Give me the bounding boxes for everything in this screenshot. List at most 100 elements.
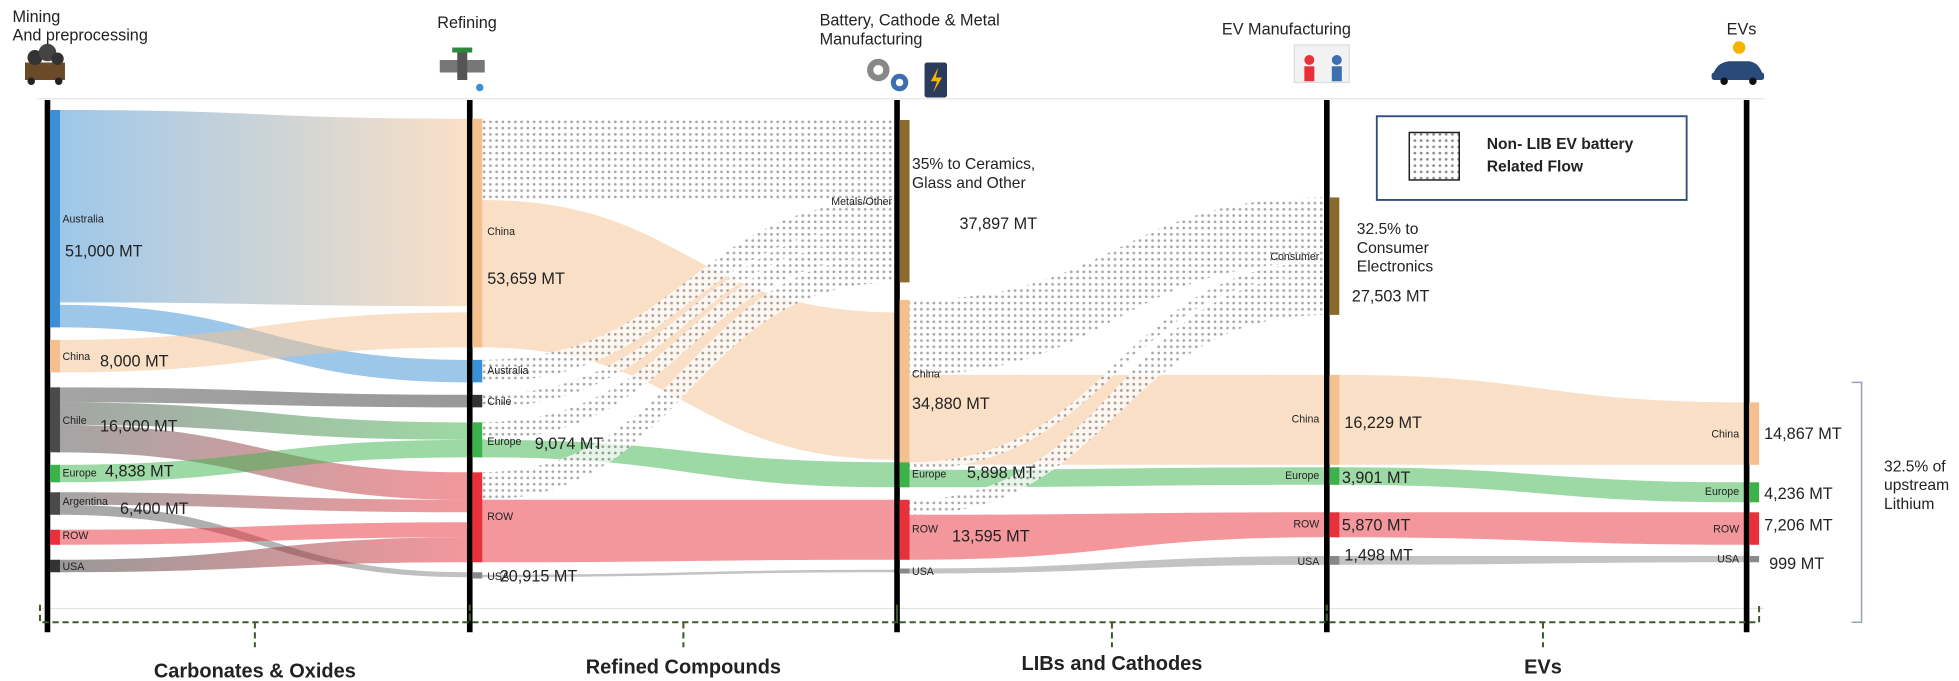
node (49, 492, 60, 515)
node (1329, 512, 1340, 538)
stage-header: Refining (437, 14, 497, 32)
node (899, 499, 910, 560)
node-label: USA (1717, 554, 1740, 566)
node-value: 3,901 MT (1342, 469, 1411, 487)
node-label: Europe (912, 469, 946, 481)
node (1749, 482, 1760, 503)
node-value: 16,229 MT (1344, 414, 1422, 432)
node-label: Europe (1285, 470, 1319, 482)
non-lib-flow (479, 118, 898, 200)
stage-header: Mining (12, 8, 60, 26)
node (49, 529, 60, 545)
stage-header: EV Manufacturing (1222, 20, 1351, 38)
battery-icon (867, 58, 948, 98)
section-label: Carbonates & Oxides (154, 660, 356, 681)
section-label: LIBs and Cathodes (1022, 653, 1203, 675)
legend-text: Non- LIB EV battery (1487, 136, 1634, 153)
node-label: ROW (1293, 519, 1319, 531)
flow (479, 499, 898, 563)
node-value: 5,898 MT (967, 464, 1036, 482)
node (1749, 556, 1760, 563)
node (1329, 467, 1340, 485)
flow (907, 556, 1327, 574)
flows (57, 109, 1747, 578)
section-bracket (468, 604, 899, 648)
right-bracket (1851, 381, 1863, 623)
flow (57, 312, 470, 373)
node-label: China (1711, 429, 1739, 441)
node-value: 1,498 MT (1344, 546, 1413, 564)
stage-header: Manufacturing (820, 30, 923, 48)
node (1329, 374, 1340, 465)
node (49, 109, 60, 328)
node-value: 4,236 MT (1764, 485, 1833, 503)
node-label: China (1292, 414, 1320, 426)
refining-icon (439, 47, 485, 92)
flow (57, 522, 470, 545)
node-label: Europe (62, 467, 96, 479)
node-label: USA (1297, 556, 1320, 568)
flow (479, 569, 898, 578)
node (472, 118, 483, 348)
node (472, 359, 483, 383)
node (1749, 512, 1760, 545)
bracket-note: Lithium (1884, 496, 1934, 513)
node-label: Australia (487, 365, 528, 377)
annotation: 35% to Ceramics, (912, 156, 1035, 173)
node-value: 7,206 MT (1764, 516, 1833, 534)
node-value: 20,915 MT (500, 568, 578, 586)
non-lib-flow (907, 274, 1327, 515)
section-bracket (896, 604, 1328, 648)
flow (57, 402, 470, 440)
node-label: ROW (62, 530, 88, 542)
flow (1336, 512, 1747, 545)
mining-icon (24, 43, 65, 86)
flow (907, 512, 1327, 560)
node (899, 462, 910, 488)
flow (57, 492, 470, 513)
node-label: Metals/Other (831, 196, 892, 208)
flow (57, 439, 470, 483)
annotation: 32.5% to (1357, 221, 1419, 238)
node-value: 13,595 MT (952, 528, 1030, 546)
node-label: China (62, 351, 90, 363)
node-label: Europe (1705, 486, 1739, 498)
flow (57, 109, 470, 307)
node (899, 299, 910, 465)
annotation: Glass and Other (912, 175, 1026, 192)
node-label: Chile (487, 396, 511, 408)
node-value: 5,870 MT (1342, 516, 1411, 534)
node (1329, 197, 1340, 315)
section-label: Refined Compounds (586, 657, 781, 679)
node-label: ROW (912, 524, 938, 536)
annotation-value: 37,897 MT (960, 215, 1038, 233)
node (899, 568, 910, 574)
flow (57, 537, 470, 573)
non-lib-flow (907, 262, 1327, 470)
node-label: USA (487, 571, 510, 583)
ev-manufacturing-icon (1293, 44, 1350, 84)
annotation: Electronics (1357, 259, 1434, 276)
node-label: Argentina (62, 496, 108, 508)
node-label: USA (912, 566, 935, 578)
node-label: Consumer (1270, 251, 1319, 263)
node (472, 394, 483, 408)
node-value: 16,000 MT (100, 418, 178, 436)
section-bracket (1325, 604, 1761, 648)
non-lib-flow (479, 224, 898, 408)
node-value: 9,074 MT (535, 435, 604, 453)
non-lib-flow (479, 256, 898, 500)
annotation: Consumer (1357, 240, 1429, 257)
flow (1336, 467, 1747, 503)
node-value: 53,659 MT (487, 270, 565, 288)
section-bracket (38, 604, 471, 648)
node-value: 4,838 MT (105, 463, 174, 481)
node (49, 339, 60, 373)
node-label: ROW (487, 511, 513, 523)
flow (57, 387, 470, 408)
node-label: Europe (487, 436, 521, 448)
node (472, 572, 483, 579)
non-lib-flow (907, 197, 1327, 375)
flow (1336, 374, 1747, 465)
